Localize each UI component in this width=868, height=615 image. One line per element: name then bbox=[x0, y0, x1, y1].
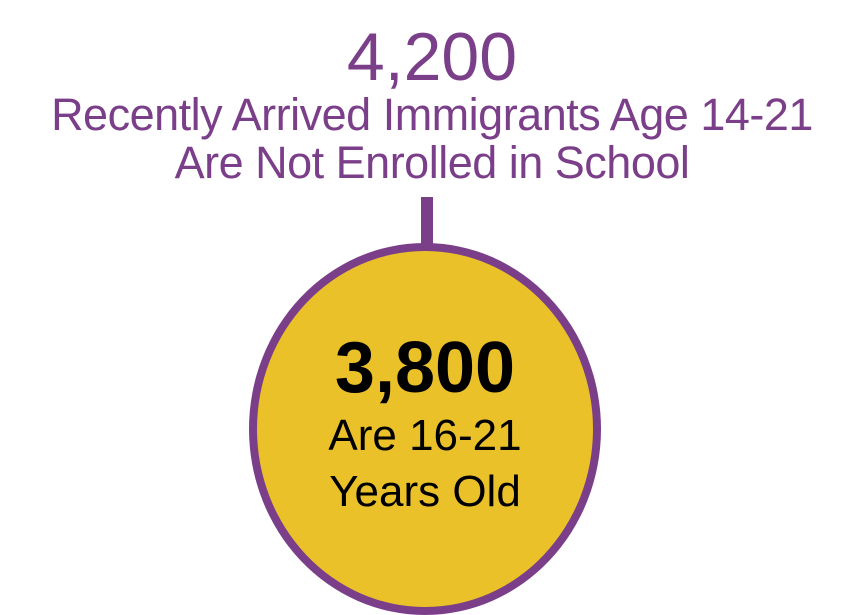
total-number: 4,200 bbox=[346, 19, 518, 95]
headline-line-1: Recently Arrived Immigrants Age 14-21 bbox=[51, 89, 813, 140]
subset-label-line-1: Are 16-21 bbox=[328, 411, 522, 460]
connector-line bbox=[421, 197, 433, 247]
subset-number: 3,800 bbox=[334, 328, 516, 408]
headline-line-2: Are Not Enrolled in School bbox=[174, 137, 690, 188]
subset-circle bbox=[249, 243, 601, 615]
subset-label-line-2: Years Old bbox=[329, 467, 521, 516]
